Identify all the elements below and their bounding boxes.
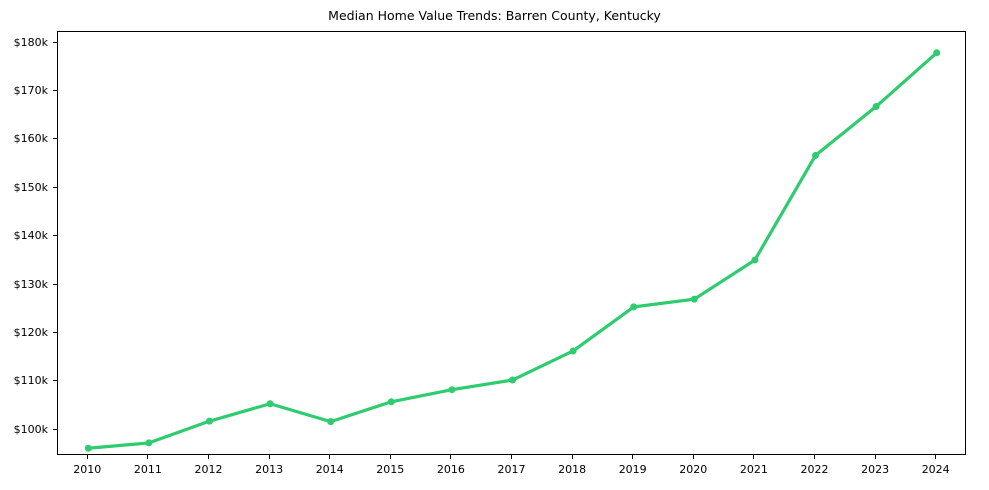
y-tick-label: $100k [13, 422, 48, 436]
y-tick-label: $130k [13, 277, 48, 291]
data-point-2015 [387, 398, 395, 406]
x-tick-label: 2024 [921, 463, 950, 476]
y-tick-label: $120k [13, 326, 48, 340]
data-point-2020 [690, 295, 698, 303]
x-tick-label: 2017 [497, 463, 526, 476]
x-tick-label: 2015 [376, 463, 405, 476]
y-tick-label: $160k [13, 132, 48, 146]
x-tick-label: 2014 [315, 463, 344, 476]
x-tick-label: 2012 [194, 463, 223, 476]
x-tick-label: 2021 [739, 463, 768, 476]
data-point-2024 [933, 49, 941, 57]
x-tick-label: 2022 [800, 463, 829, 476]
data-point-2018 [569, 347, 577, 355]
x-tick-label: 2023 [861, 463, 890, 476]
x-tick-label: 2018 [558, 463, 587, 476]
data-point-2010 [84, 444, 92, 452]
y-tick-label: $170k [13, 84, 48, 98]
y-tick-label: $140k [13, 229, 48, 243]
data-line-median-home-value [86, 51, 939, 450]
data-point-2011 [145, 439, 153, 447]
data-point-2014 [327, 418, 335, 426]
y-tick-label: $150k [13, 180, 48, 194]
data-point-2022 [812, 151, 819, 159]
data-point-2019 [630, 303, 638, 311]
x-tick-label: 2011 [133, 463, 162, 476]
line-chart-svg [84, 49, 941, 452]
x-tick-label: 2016 [436, 463, 465, 476]
data-point-2021 [751, 256, 759, 264]
y-tick-label: $110k [13, 374, 48, 388]
data-point-2023 [872, 103, 880, 111]
y-tick-label: $180k [13, 35, 48, 49]
x-tick-label: 2020 [679, 463, 708, 476]
data-point-2017 [509, 376, 516, 384]
data-point-markers [84, 49, 941, 452]
x-tick-label: 2013 [255, 463, 284, 476]
data-point-2012 [206, 417, 213, 425]
data-point-2013 [266, 400, 274, 408]
data-point-2016 [448, 386, 456, 394]
chart-title: Median Home Value Trends: Barren County,… [328, 8, 661, 23]
x-tick-label: 2019 [618, 463, 647, 476]
plot-area [57, 31, 966, 455]
x-tick-label: 2010 [73, 463, 102, 476]
